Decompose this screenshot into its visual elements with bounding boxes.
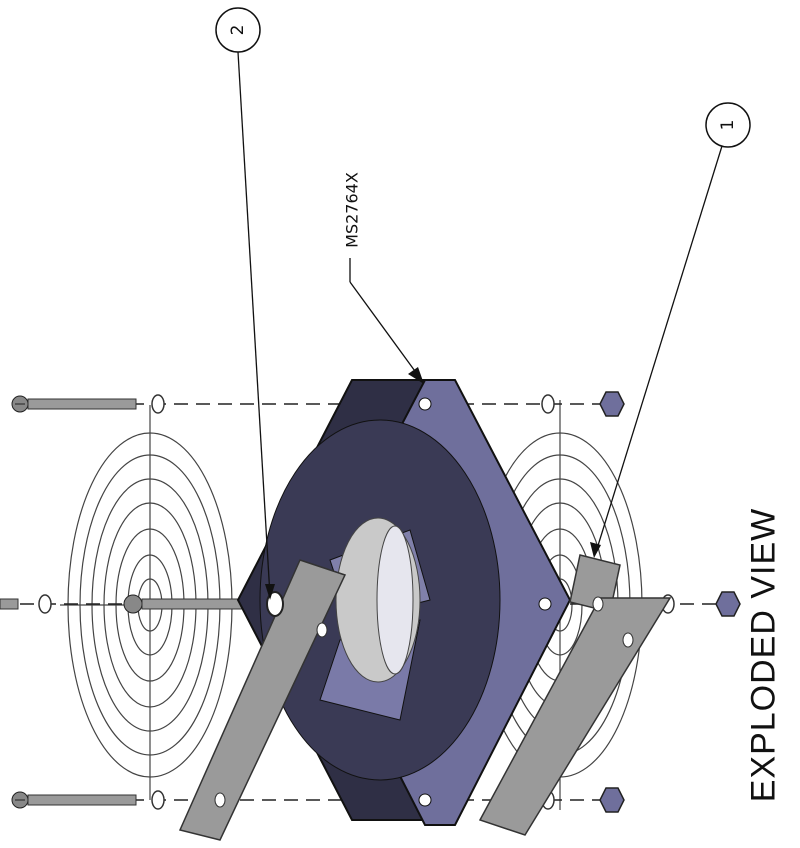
top-nut [599,391,625,417]
bottom-screw [11,791,137,809]
washer [266,591,284,617]
guard-eyelets [38,394,675,810]
part-leader: MS2764X [343,172,424,384]
callout-1-number: 1 [718,120,738,131]
callout-1: 1 [590,102,751,558]
middle-screw [0,594,251,614]
callout-2: 2 [215,7,275,600]
bottom-nut [599,787,625,813]
fan [236,379,572,826]
top-screw [11,395,137,413]
left-mounting-bracket [178,559,347,841]
middle-nut [715,591,741,617]
drawing-title-area: EXPLODED VIEW [734,480,794,830]
part-label: MS2764X [343,172,362,248]
callout-2-number: 2 [228,25,248,36]
fan-hub-rim [376,525,414,675]
nuts [599,391,741,813]
right-mounting-bracket [478,554,672,836]
drawing-title: EXPLODED VIEW [744,507,783,803]
